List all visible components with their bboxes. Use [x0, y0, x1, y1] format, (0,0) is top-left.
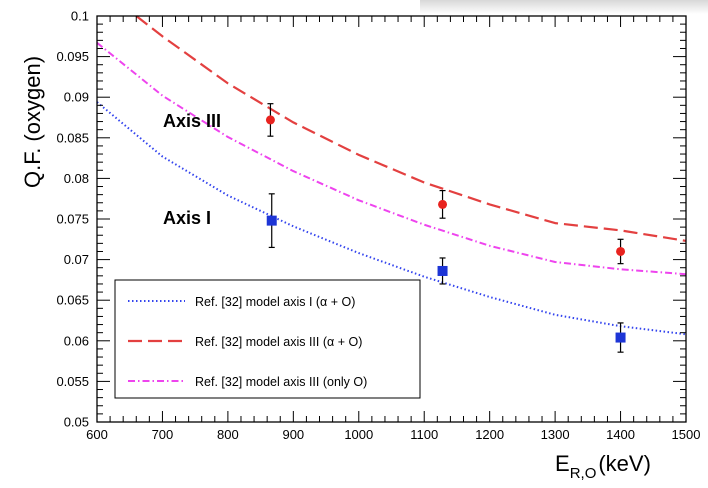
data-point-circle: [438, 199, 448, 209]
x-tick-label: 1500: [672, 427, 701, 442]
data-points: [265, 103, 626, 353]
x-tick-label: 1300: [541, 427, 570, 442]
y-tick-label: 0.05: [64, 415, 89, 430]
data-point-square: [266, 215, 277, 226]
x-tick-label: 1200: [475, 427, 504, 442]
y-tick-label: 0.075: [56, 212, 89, 227]
y-tick-label: 0.08: [64, 171, 89, 186]
y-tick-label: 0.06: [64, 333, 89, 348]
legend-box: [114, 279, 421, 399]
legend: Ref. [32] model axis I (α + O) Ref. [32]…: [114, 279, 421, 399]
y-tick-label: 0.09: [64, 90, 89, 105]
x-axis-label: ER,O(keV): [555, 451, 651, 482]
y-tick-label: 0.055: [56, 374, 89, 389]
x-axis-label-sub: R,O: [570, 465, 597, 482]
data-point-circle: [265, 115, 275, 125]
curve-series-1: [135, 15, 687, 242]
x-tick-label: 1400: [606, 427, 635, 442]
x-axis-label-unit: (keV): [598, 451, 651, 476]
legend-label-axis-iii: Ref. [32] model axis III (α + O): [195, 335, 362, 349]
y-tick-label: 0.07: [64, 252, 89, 267]
data-point-circle: [616, 246, 626, 256]
curve-series-2: [96, 42, 687, 276]
legend-label-axis-i: Ref. [32] model axis I (α + O): [195, 295, 355, 309]
x-tick-label: 600: [86, 427, 108, 442]
axis-ticks: 600 700 800 900 1000 1100 1200 1300 1400 1500 0.05…: [56, 9, 700, 443]
x-tick-label: 800: [217, 427, 239, 442]
data-point-square: [437, 265, 448, 276]
y-tick-label: 0.065: [56, 293, 89, 308]
y-axis-label: Q.F. (oxygen): [20, 56, 45, 188]
model-curves: [96, 15, 687, 336]
annotation-axis-i: Axis I: [163, 208, 211, 228]
data-point-square: [615, 332, 626, 343]
legend-label-axis-iii-only-o: Ref. [32] model axis III (only O): [195, 375, 367, 389]
x-tick-label: 900: [282, 427, 304, 442]
y-tick-label: 0.085: [56, 130, 89, 145]
x-axis-label-main: E: [555, 451, 570, 476]
x-tick-label: 1000: [344, 427, 373, 442]
y-tick-label: 0.1: [71, 9, 89, 24]
x-tick-label: 1100: [410, 427, 438, 442]
annotation-axis-iii: Axis III: [163, 111, 221, 131]
x-tick-label: 700: [152, 427, 174, 442]
y-tick-label: 0.095: [56, 49, 89, 64]
